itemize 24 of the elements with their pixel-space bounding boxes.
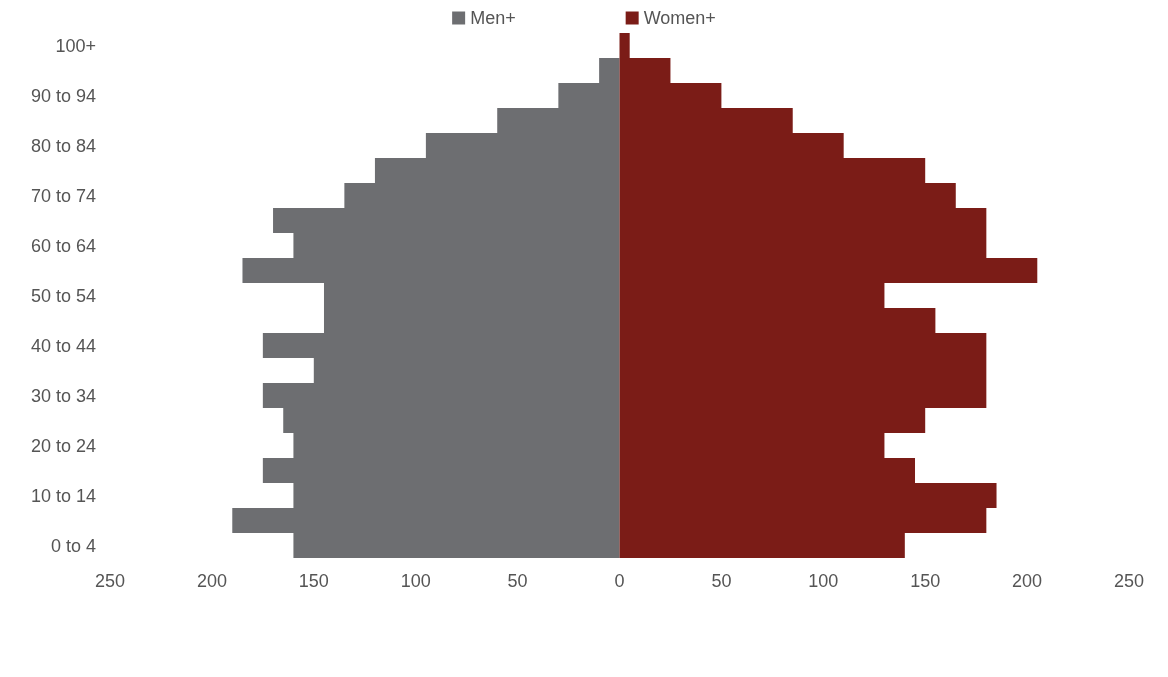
x-tick-label: 200	[196, 571, 227, 591]
y-tick-label: 60 to 64	[30, 235, 96, 256]
x-tick-label: 200	[1012, 571, 1043, 591]
y-tick-label: 10 to 14	[30, 485, 96, 506]
y-tick-label: 30 to 34	[30, 385, 96, 406]
y-tick-label: 50 to 54	[30, 285, 96, 306]
y-tick-label: 0 to 4	[50, 535, 96, 556]
x-tick-label: 150	[910, 571, 941, 591]
y-tick-label: 100+	[55, 35, 96, 56]
y-tick-label: 90 to 94	[30, 85, 96, 106]
x-tick-label: 250	[1113, 571, 1145, 591]
y-tick-label: 80 to 84	[30, 135, 96, 156]
y-tick-label: 40 to 44	[30, 335, 96, 356]
x-tick-label: 250	[94, 571, 126, 591]
x-tick-label: 150	[298, 571, 329, 591]
legend-label: Men+	[470, 8, 516, 28]
x-tick-label: 50	[711, 571, 732, 591]
y-tick-label: 70 to 74	[30, 185, 96, 206]
x-tick-label: 50	[507, 571, 528, 591]
x-tick-label: 100	[400, 571, 431, 591]
legend-label: Women+	[643, 8, 716, 28]
y-tick-label: 20 to 24	[30, 435, 96, 456]
x-tick-label: 100	[808, 571, 839, 591]
x-tick-label: 0	[614, 571, 625, 591]
